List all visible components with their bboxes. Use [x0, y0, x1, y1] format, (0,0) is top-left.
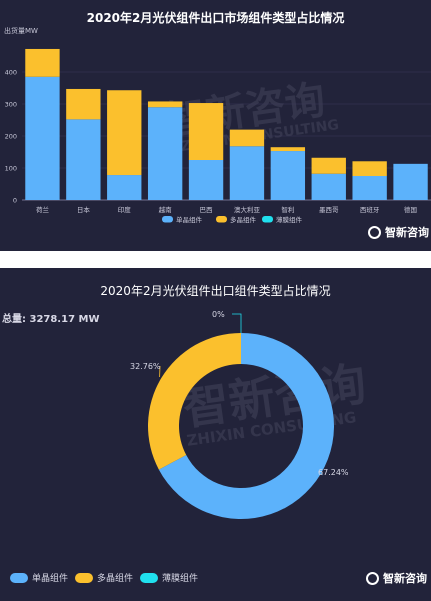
legend-swatch-film	[140, 573, 158, 583]
brand-logo-top: 智新咨询	[368, 224, 429, 240]
bar-mono	[271, 151, 305, 200]
donut-chart: 67.24% 32.76% 0%	[0, 268, 431, 601]
legend-label-film: 薄膜组件	[162, 571, 198, 584]
bar-mono	[25, 77, 59, 200]
x-tick-label: 德国	[404, 205, 417, 214]
y-tick-label: 300	[5, 101, 17, 109]
legend-label: 单晶组件	[176, 215, 203, 224]
logo-icon-2	[366, 572, 379, 585]
y-axis-title: 出货量MW	[4, 26, 38, 35]
bar-multi	[230, 130, 264, 147]
legend-swatch-multi	[75, 573, 93, 583]
legend-label: 薄膜组件	[276, 215, 303, 224]
y-tick-label: 0	[13, 197, 17, 205]
x-tick-label: 澳大利亚	[234, 205, 261, 214]
slice-label: 67.24%	[318, 468, 349, 477]
y-tick-label: 200	[5, 133, 17, 141]
legend-item-multi: 多晶组件	[75, 571, 133, 584]
bar-mono	[230, 146, 264, 200]
bar-mono	[107, 175, 141, 200]
legend-label-mono: 单晶组件	[32, 571, 68, 584]
x-tick-label: 西班牙	[360, 205, 380, 214]
pie-chart-panel: 智新咨询 ZHIXIN CONSULTING 2020年2月光伏组件出口组件类型…	[0, 268, 431, 601]
x-tick-label: 日本	[77, 205, 91, 214]
bar-chart-panel: 智新咨询 ZHIXIN CONSULTING 2020年2月光伏组件出口市场组件…	[0, 0, 431, 251]
bar-multi	[66, 89, 100, 119]
bar-multi	[107, 90, 141, 175]
bar-mono	[148, 107, 182, 200]
logo-text-2: 智新咨询	[383, 570, 427, 586]
leader-line	[232, 314, 241, 333]
bar-multi	[271, 147, 305, 151]
bar-mono	[312, 174, 346, 200]
bar-mono	[352, 176, 386, 200]
legend-label: 多晶组件	[230, 215, 257, 224]
legend-swatch	[216, 216, 227, 223]
slice-label: 32.76%	[130, 362, 161, 371]
brand-logo-bottom: 智新咨询	[366, 570, 427, 586]
legend-swatch	[262, 216, 273, 223]
logo-text: 智新咨询	[385, 224, 429, 240]
legend-swatch	[162, 216, 173, 223]
slice-label: 0%	[212, 310, 225, 319]
bar-multi	[189, 103, 223, 160]
logo-icon	[368, 226, 381, 239]
bar-mono	[393, 164, 427, 200]
x-tick-label: 巴西	[200, 206, 214, 214]
x-tick-label: 荷兰	[36, 205, 50, 214]
bar-multi	[25, 49, 59, 77]
bar-mono	[189, 160, 223, 200]
x-tick-label: 越南	[159, 205, 173, 214]
bar-chart: 出货量MW 0 100 200 300 400 荷兰 日本 印度 越南 巴西 澳大利亚 智利 墨西哥 西班牙…	[0, 0, 431, 251]
legend-swatch-mono	[10, 573, 28, 583]
legend-item-mono: 单晶组件	[10, 571, 68, 584]
donut-slice-1	[148, 333, 241, 470]
legend-item-film: 薄膜组件	[140, 571, 198, 584]
bar-mono	[66, 119, 100, 200]
bar-multi	[148, 101, 182, 107]
y-tick-label: 400	[5, 69, 17, 77]
x-tick-label: 智利	[281, 205, 294, 214]
x-tick-label: 印度	[118, 205, 132, 214]
bar-multi	[312, 158, 346, 174]
y-tick-label: 100	[5, 165, 17, 173]
x-tick-label: 墨西哥	[319, 206, 339, 214]
legend-label-multi: 多晶组件	[97, 571, 133, 584]
bar-multi	[352, 161, 386, 176]
